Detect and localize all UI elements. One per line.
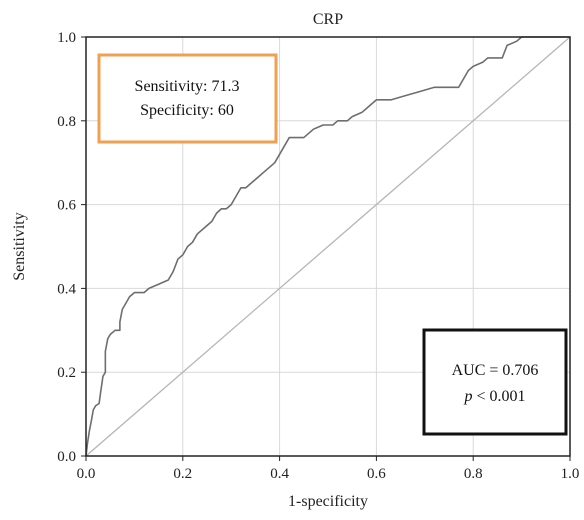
reference-diagonal bbox=[85, 36, 571, 457]
y-tick-label: 1.0 bbox=[57, 30, 76, 46]
tick-layer: 0.0 0.2 0.4 0.6 0.8 1.0 0.0 0.2 0.4 0.6 0.8 1.0 bbox=[57, 30, 579, 482]
auc-box: AUC = 0.706 p < 0.001 bbox=[422, 328, 568, 436]
p-symbol: p bbox=[463, 388, 472, 405]
x-tick-label: 1.0 bbox=[561, 466, 580, 482]
chart-title: CRP bbox=[313, 11, 343, 28]
x-tick-label: 0.0 bbox=[77, 466, 96, 482]
specificity-label: Specificity: 60 bbox=[140, 102, 234, 119]
sensitivity-specificity-box: Sensitivity: 71.3 Specificity: 60 bbox=[97, 53, 278, 144]
x-tick-label: 0.2 bbox=[173, 466, 192, 482]
x-axis-title: 1-specificity bbox=[288, 493, 368, 510]
auc-label: AUC = 0.706 bbox=[452, 362, 539, 379]
series-layer bbox=[85, 36, 571, 457]
y-tick-label: 0.6 bbox=[57, 198, 76, 214]
sensitivity-label: Sensitivity: 71.3 bbox=[135, 78, 240, 95]
y-tick-label: 0.2 bbox=[57, 365, 76, 381]
y-axis-title: Sensitivity bbox=[11, 212, 28, 280]
grid-lines bbox=[86, 37, 570, 456]
auc-box-border bbox=[422, 328, 568, 436]
y-tick-label: 0.8 bbox=[57, 114, 76, 130]
y-tick-label: 0.4 bbox=[57, 281, 76, 297]
roc-curve bbox=[85, 36, 570, 457]
plot-frame bbox=[85, 36, 571, 457]
x-tick-label: 0.6 bbox=[367, 466, 386, 482]
p-value-text: < 0.001 bbox=[472, 388, 525, 405]
x-tick-label: 0.8 bbox=[464, 466, 483, 482]
x-tick-label: 0.4 bbox=[270, 466, 289, 482]
y-tick-label: 0.0 bbox=[57, 449, 76, 465]
p-value-label: p < 0.001 bbox=[463, 388, 525, 405]
sensitivity-specificity-box-border bbox=[97, 53, 278, 144]
